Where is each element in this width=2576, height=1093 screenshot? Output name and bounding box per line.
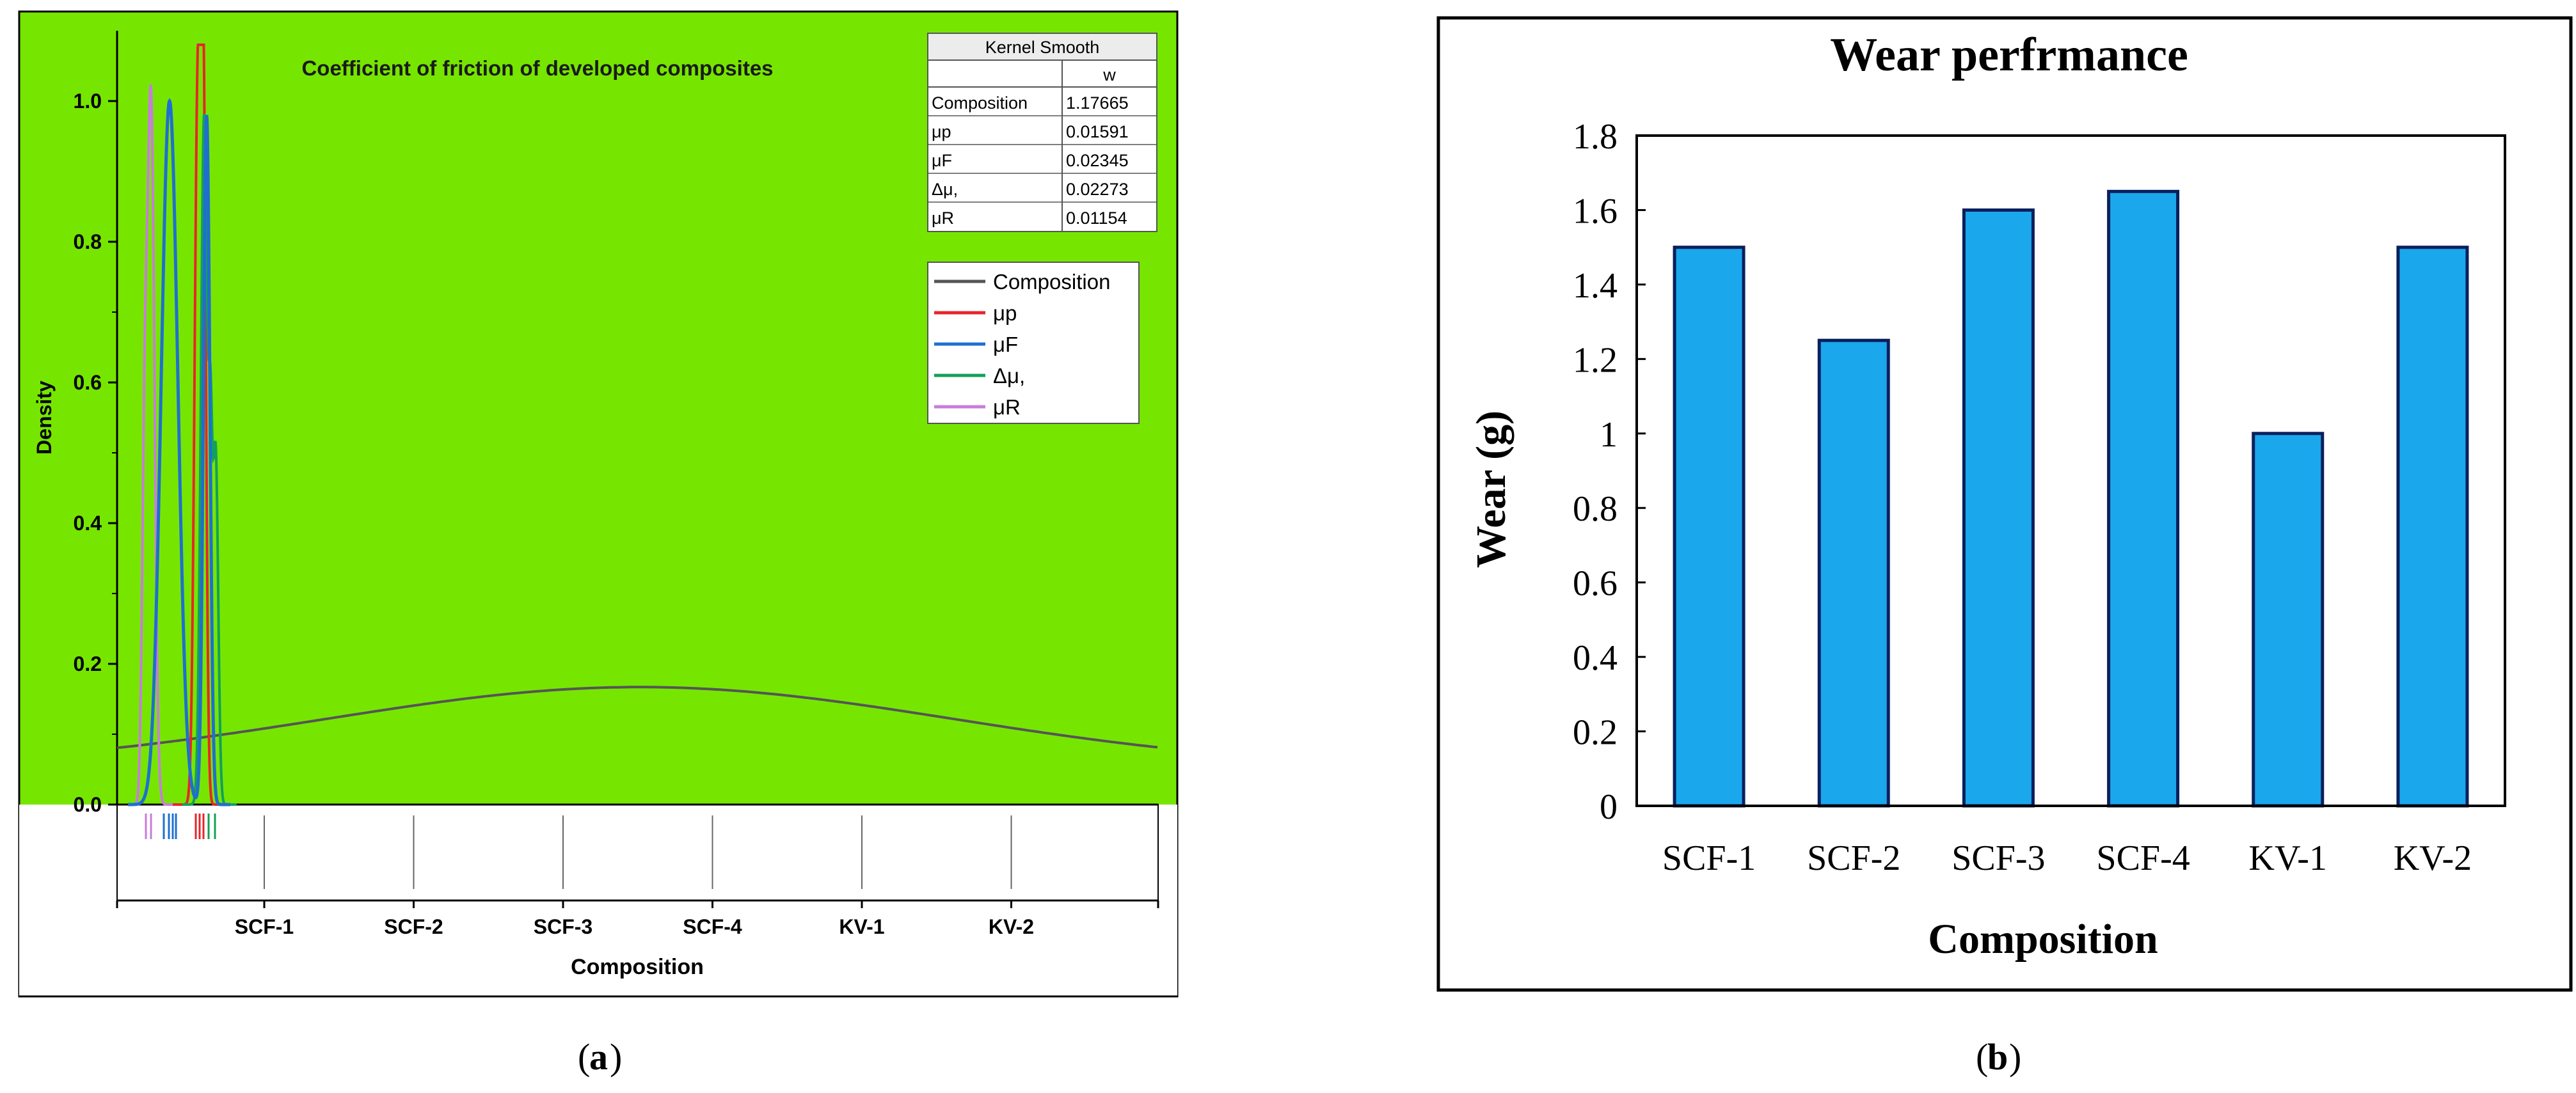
chart-a-title: Coefficient of friction of developed com… — [301, 56, 773, 80]
legend-label: μR — [993, 395, 1021, 419]
bar — [2107, 189, 2180, 808]
y-tick-label: 0.8 — [1573, 489, 1618, 529]
x-tick-label: KV-1 — [2249, 838, 2327, 878]
kernel-row-value: 0.01591 — [1066, 122, 1129, 141]
bar — [2396, 246, 2469, 808]
chart-a-xlabel: Composition — [571, 955, 704, 979]
x-tick-label: SCF-1 — [1662, 838, 1756, 878]
panel-b-bar-chart: Wear perfrmance Wear (g) Composition 0 0.… — [1436, 16, 2573, 992]
kernel-row-value: 0.01154 — [1066, 208, 1127, 228]
panel-a-caption-open-paren: ( — [578, 1036, 590, 1078]
chart-b-title: Wear perfrmance — [1830, 29, 2188, 81]
x-tick-label: SCF-2 — [1807, 838, 1900, 878]
y-tick-label: 0.0 — [74, 793, 102, 816]
legend-label: Δμ, — [993, 364, 1025, 388]
kernel-table-title-bg — [927, 33, 1157, 61]
bars — [1673, 189, 2469, 808]
x-tick-label: SCF-4 — [2096, 838, 2190, 878]
kernel-smooth-table: Kernel Smooth w Composition 1.17665 μp 0… — [927, 33, 1157, 232]
mu-f-density-curve — [128, 98, 230, 806]
kernel-row-label: μR — [932, 208, 954, 228]
x-axis-ticks: SCF-1 SCF-2 SCF-3 SCF-4 KV-1 KV-2 — [116, 815, 1159, 938]
panel-a-density-chart: 0.0 0.2 0.4 0.6 0.8 1.0 SCF-1 SCF-2 SCF-3 SCF-4 K… — [18, 10, 1179, 998]
x-tick-label: SCF-1 — [235, 915, 294, 938]
y-tick-label: 1.6 — [1573, 191, 1618, 231]
kernel-row-label: Δμ, — [932, 180, 958, 199]
panel-b-caption: b — [1987, 1036, 2008, 1078]
mu-r-density-curve — [131, 84, 173, 806]
y-tick-label: 0.4 — [1573, 638, 1618, 678]
y-axis-ticks: 0.0 0.2 0.4 0.6 0.8 1.0 — [74, 90, 117, 816]
density-curves — [116, 43, 1158, 806]
composition-density-curve — [116, 686, 1158, 750]
kernel-row-value: 0.02273 — [1066, 180, 1129, 199]
rug-marks — [145, 814, 216, 839]
x-tick-label: KV-1 — [839, 915, 884, 938]
panel-b-caption-open-paren: ( — [1976, 1036, 1988, 1078]
x-tick-label: SCF-4 — [683, 915, 742, 938]
mu-p-density-curve — [173, 43, 221, 806]
legend-label: μp — [993, 301, 1017, 325]
x-axis-labels: SCF-1 SCF-2 SCF-3 SCF-4 KV-1 KV-2 — [1662, 838, 2472, 878]
bar — [1817, 338, 1890, 808]
legend-label: Composition — [993, 270, 1110, 294]
kernel-row-value: 0.02345 — [1066, 151, 1129, 170]
chart-a-ylabel: Density — [33, 381, 56, 455]
y-axis-ticks: 0 0.2 0.4 0.6 0.8 1 1.2 1.4 1.6 1.8 — [1573, 117, 1646, 827]
x-tick-label: KV-2 — [2394, 838, 2472, 878]
panel-b-caption-close-paren: ) — [2009, 1036, 2021, 1078]
x-tick-label: SCF-3 — [534, 915, 592, 938]
y-tick-label: 1.4 — [1573, 266, 1618, 306]
panel-a-caption-close-paren: ) — [610, 1036, 622, 1078]
x-tick-label: KV-2 — [989, 915, 1034, 938]
kernel-table-bg — [927, 33, 1157, 232]
chart-b-ylabel: Wear (g) — [1468, 411, 1515, 568]
legend-label: μF — [993, 333, 1018, 356]
rug-area — [116, 804, 1159, 901]
bar — [1673, 246, 1745, 808]
y-tick-label: 0.8 — [74, 230, 102, 253]
y-tick-label: 0.2 — [74, 652, 102, 675]
y-tick-label: 0 — [1600, 787, 1618, 827]
y-tick-label: 0.2 — [1573, 713, 1618, 753]
y-tick-label: 1.2 — [1573, 340, 1618, 380]
y-tick-label: 0.6 — [74, 371, 102, 394]
kernel-table-title: Kernel Smooth — [985, 38, 1100, 57]
y-tick-label: 1.0 — [74, 90, 102, 113]
y-tick-label: 1.8 — [1573, 117, 1618, 157]
x-tick-label: SCF-3 — [1952, 838, 2045, 878]
bar — [2252, 432, 2325, 808]
kernel-row-value: 1.17665 — [1066, 93, 1129, 113]
kernel-table-col-header: w — [1102, 65, 1116, 84]
bar — [1962, 208, 2035, 808]
legend: Composition μp μF Δμ, μR — [927, 262, 1140, 424]
chart-b-xlabel: Composition — [1928, 916, 2158, 963]
x-tick-label: SCF-2 — [384, 915, 443, 938]
y-tick-label: 0.4 — [74, 512, 102, 535]
y-tick-label: 0.6 — [1573, 564, 1618, 604]
y-tick-label: 1 — [1600, 415, 1618, 455]
plot-area-frame — [1635, 134, 2506, 807]
kernel-row-label: μF — [932, 151, 952, 170]
kernel-row-label: μp — [932, 122, 951, 141]
kernel-row-label: Composition — [932, 93, 1028, 113]
panel-a-caption: a — [589, 1036, 608, 1078]
